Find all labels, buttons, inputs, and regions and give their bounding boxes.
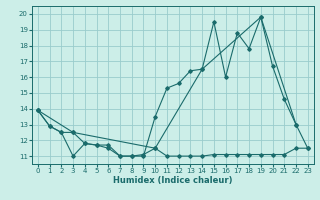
X-axis label: Humidex (Indice chaleur): Humidex (Indice chaleur) xyxy=(113,176,233,185)
